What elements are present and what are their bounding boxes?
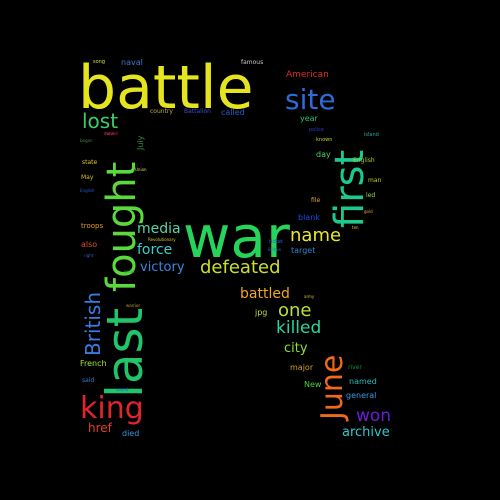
word: city: [284, 341, 308, 356]
word: island: [364, 132, 379, 138]
word: right: [84, 253, 94, 258]
word: major: [290, 363, 314, 372]
word: song: [93, 59, 106, 65]
word: jpg: [255, 308, 268, 317]
word: American: [286, 70, 329, 80]
word: Revolutionary: [148, 237, 176, 242]
word: won: [356, 406, 392, 426]
word: target: [291, 246, 316, 255]
word: general: [346, 391, 377, 400]
word: New: [304, 380, 322, 389]
word: file: [311, 197, 321, 204]
word: name: [290, 225, 342, 246]
word: man: [368, 177, 382, 184]
word: also: [81, 240, 98, 249]
word: fought: [99, 161, 145, 292]
word: blank: [298, 213, 320, 222]
word: href: [88, 421, 112, 435]
word: French: [80, 359, 107, 368]
word: named: [349, 377, 377, 386]
word: moved: [104, 131, 118, 136]
word: sound: [116, 387, 129, 392]
word: said: [82, 377, 95, 384]
word: May: [81, 174, 94, 181]
word: English: [353, 157, 375, 164]
word: victory: [140, 260, 185, 275]
word: gold: [364, 209, 373, 214]
word: media: [137, 221, 181, 237]
word: lost: [82, 109, 119, 133]
word: day: [316, 150, 331, 159]
word: year: [300, 114, 318, 123]
word: army: [304, 294, 315, 299]
word: police: [309, 127, 324, 133]
word: warrior: [126, 303, 141, 308]
word: began: [80, 138, 93, 143]
word: defeated: [200, 257, 281, 278]
word: known: [316, 137, 333, 143]
word: war: [183, 203, 290, 271]
word: site: [285, 83, 336, 116]
word: battled: [240, 286, 290, 302]
word: famous: [241, 59, 264, 66]
word: king: [80, 391, 144, 426]
word: one: [278, 300, 312, 321]
word: great: [124, 269, 135, 274]
word: battle: [78, 53, 254, 123]
word: last: [96, 307, 154, 398]
word: killed: [276, 318, 322, 338]
word: naval: [121, 58, 143, 67]
word: troops: [81, 222, 104, 230]
word: country: [150, 108, 173, 115]
word: tank: [105, 131, 114, 136]
word: July: [136, 135, 145, 150]
word: state: [82, 159, 98, 166]
word: river: [348, 364, 362, 371]
word: Battalion: [184, 108, 211, 115]
word: archive: [342, 425, 390, 440]
word: British: [81, 292, 105, 356]
word: ten: [352, 225, 359, 230]
word: June: [315, 354, 350, 420]
word: force: [137, 242, 173, 258]
word: died: [122, 429, 140, 438]
word: ticket: [269, 239, 283, 245]
word: Union: [135, 167, 147, 172]
word: led: [366, 192, 376, 199]
word: English: [80, 188, 95, 193]
word: Britain: [268, 247, 282, 252]
word: called: [221, 108, 245, 117]
